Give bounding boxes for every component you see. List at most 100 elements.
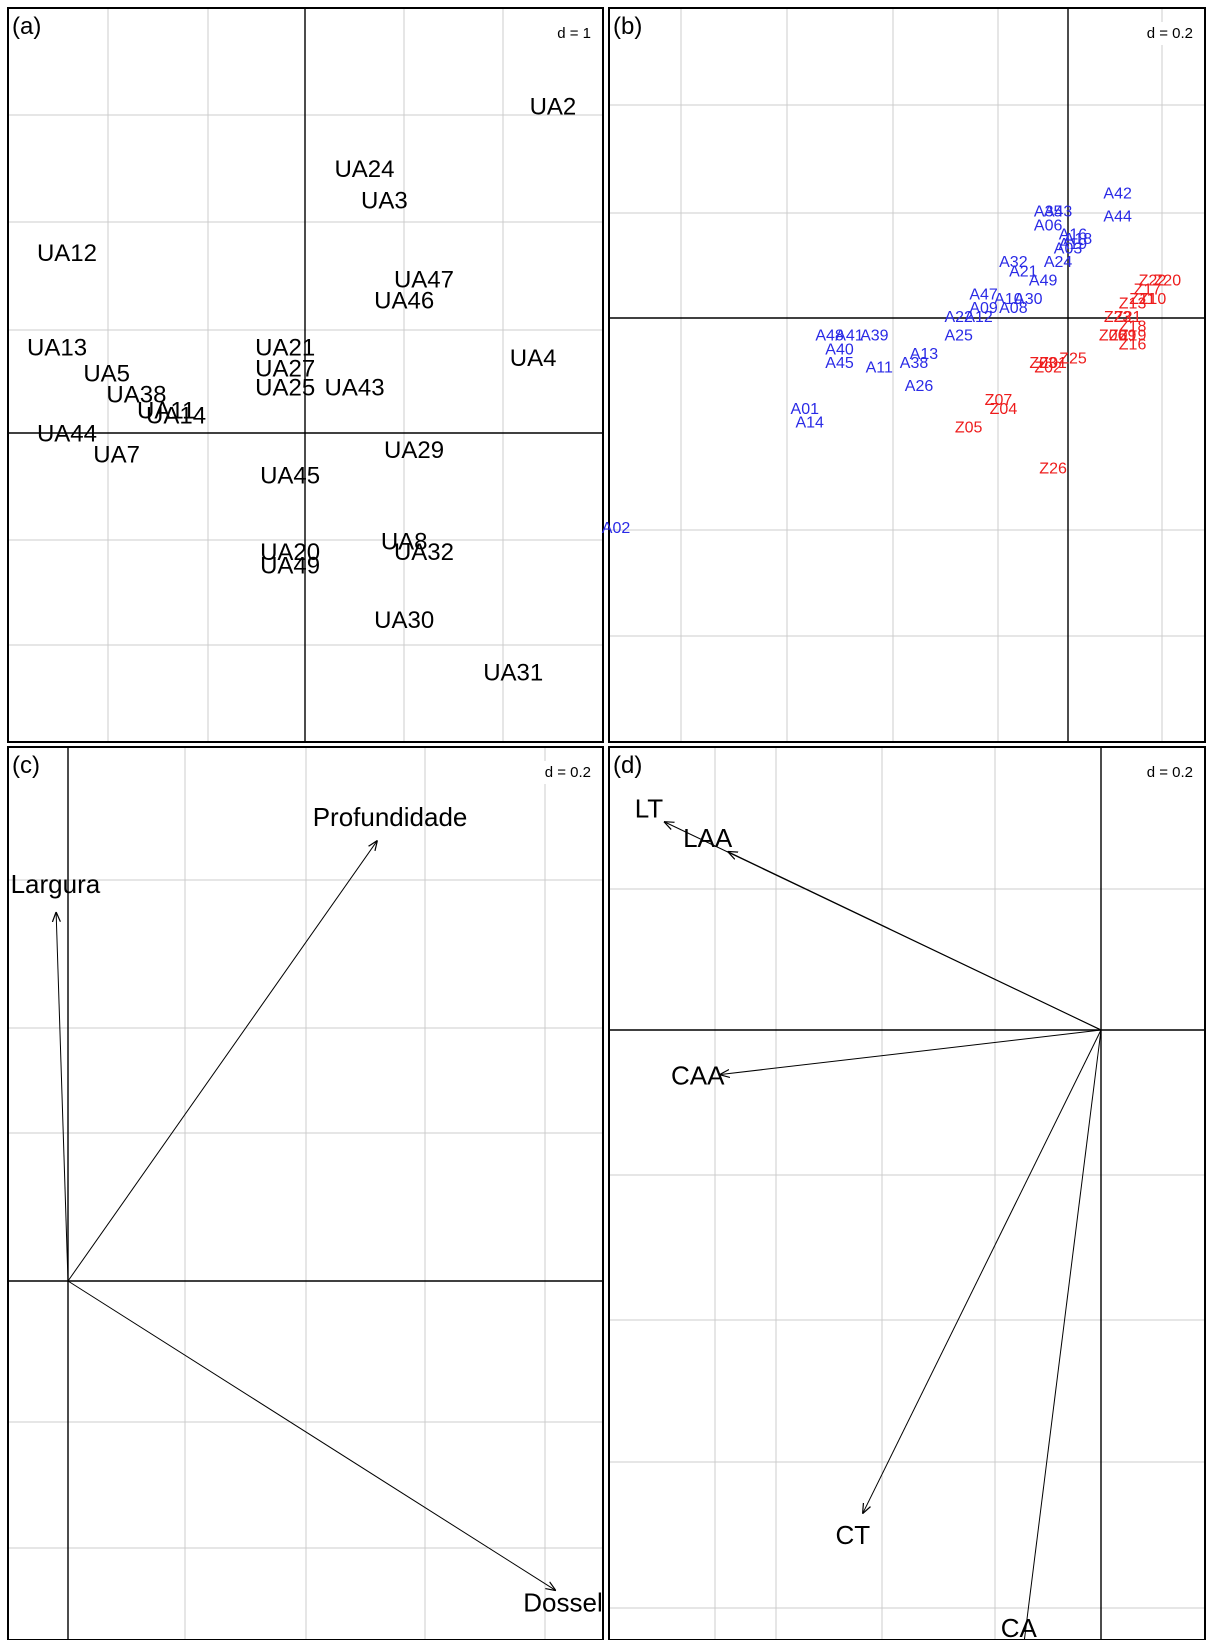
point-label: A01 xyxy=(791,401,820,418)
point-label: Z20 xyxy=(1154,273,1182,290)
arrow-label: Profundidade xyxy=(313,802,468,832)
point-label: Z09 xyxy=(1109,328,1137,345)
scale-label-bg xyxy=(552,22,596,45)
point-label: Z21 xyxy=(1114,309,1142,326)
point-label: A43 xyxy=(1044,204,1073,221)
panel-frame xyxy=(7,7,604,743)
point-label: A02 xyxy=(602,520,631,537)
point-label: A06 xyxy=(1034,217,1063,234)
point-label: UA20 xyxy=(260,539,320,566)
point-label: UA5 xyxy=(83,361,130,388)
scale-label-bg xyxy=(1141,22,1198,45)
point-label: UA43 xyxy=(325,374,385,401)
scale-label: d = 0.2 xyxy=(1147,25,1193,42)
panel-d: d = 0.2 (d) LT LAA CAA CT CA xyxy=(608,746,1206,1640)
scale-label-bg xyxy=(539,761,596,784)
point-label: A11 xyxy=(866,360,893,377)
point-label: UA45 xyxy=(260,462,320,489)
point-label: Z05 xyxy=(955,419,983,436)
panel-c: d = 0.2 (c) Profundidade Largura Dossel xyxy=(7,746,604,1640)
point-label: UA46 xyxy=(374,287,434,314)
point-label: Z02 xyxy=(1034,360,1062,377)
arrow-label: LT xyxy=(635,793,664,823)
point-label: Z13 xyxy=(1119,295,1147,312)
point-label: Z17 xyxy=(1134,282,1162,299)
point-label: A14 xyxy=(795,415,824,432)
arrow-ct xyxy=(863,1029,1102,1514)
point-label: A13 xyxy=(910,346,939,363)
point-label: A44 xyxy=(1103,208,1132,225)
point-label: UA30 xyxy=(374,607,434,634)
point-label: A40 xyxy=(825,341,854,358)
point-label: UA25 xyxy=(255,374,315,401)
point-label: A47 xyxy=(969,286,998,303)
point-label: A45 xyxy=(825,355,854,372)
point-label: UA27 xyxy=(255,355,315,382)
point-label: A12 xyxy=(964,309,993,326)
point-label: A08 xyxy=(999,300,1028,317)
point-label: UA49 xyxy=(260,553,320,580)
point-label: UA2 xyxy=(530,93,577,120)
point-label: Z26 xyxy=(1039,461,1067,478)
point-label: Z25 xyxy=(1059,351,1087,368)
point-label: UA24 xyxy=(334,156,394,183)
panel-label: (a) xyxy=(12,13,41,40)
point-label: A16 xyxy=(1059,227,1088,244)
point-label: A26 xyxy=(905,378,934,395)
point-label: A18 xyxy=(1064,231,1093,248)
scale-label-bg xyxy=(1141,761,1198,784)
point-label: A09 xyxy=(969,300,998,317)
point-label: Z19 xyxy=(1119,328,1147,345)
arrow-largura xyxy=(56,912,69,1282)
point-label: UA31 xyxy=(483,660,543,687)
panel-frame xyxy=(608,7,1206,743)
arrow-dossel xyxy=(67,1280,556,1591)
point-label: UA32 xyxy=(394,539,454,566)
point-label: A30 xyxy=(1014,291,1043,308)
point-label: A24 xyxy=(1044,254,1073,271)
arrow-label: Largura xyxy=(11,869,101,899)
point-label: UA8 xyxy=(381,528,428,555)
arrow-label: CA xyxy=(1001,1613,1038,1640)
arrow-label: CT xyxy=(836,1520,871,1550)
point-label: UA7 xyxy=(93,441,140,468)
point-label: Z07 xyxy=(985,392,1013,409)
point-label: UA44 xyxy=(37,420,97,447)
point-label: Z16 xyxy=(1119,337,1147,354)
panel-label: (d) xyxy=(613,752,642,779)
point-label: Z22 xyxy=(1139,273,1167,290)
point-label: A19 xyxy=(1059,236,1088,253)
arrow-caa xyxy=(720,1029,1102,1075)
scale-label: d = 0.2 xyxy=(545,764,591,781)
arrow-ca xyxy=(1023,1029,1102,1640)
point-label: UA12 xyxy=(37,240,97,267)
point-label: A42 xyxy=(1103,185,1132,202)
point-label: A48 xyxy=(815,328,844,345)
point-label: UA4 xyxy=(510,345,557,372)
point-label: UA29 xyxy=(384,437,444,464)
point-label: UA14 xyxy=(146,403,206,430)
point-label: UA21 xyxy=(255,334,315,361)
point-label: UA47 xyxy=(394,266,454,293)
panel-frame xyxy=(608,746,1206,1640)
point-label: Z01 xyxy=(1039,355,1067,372)
point-label: Z03 xyxy=(1029,355,1057,372)
point-label: Z11 xyxy=(1129,291,1155,308)
point-label: A49 xyxy=(1029,273,1058,290)
point-label: A35 xyxy=(1034,204,1063,221)
point-label: A39 xyxy=(860,328,889,345)
point-label: UA38 xyxy=(106,382,166,409)
point-label: UA11 xyxy=(137,397,195,424)
point-label: UA13 xyxy=(27,334,87,361)
panel-label: (b) xyxy=(613,13,642,40)
point-label: A25 xyxy=(944,328,973,345)
point-label: A38 xyxy=(900,355,929,372)
arrow-label: CAA xyxy=(671,1061,725,1091)
point-label: Z23 xyxy=(1104,309,1132,326)
arrow-profundidade xyxy=(67,840,377,1282)
point-label: A21 xyxy=(1009,263,1038,280)
panel-b: d = 0.2 (b) A42 A44 A35A43A06A16A18A19A03A24… xyxy=(602,7,1206,743)
point-label: Z10 xyxy=(1139,291,1167,308)
point-label: A32 xyxy=(999,254,1028,271)
